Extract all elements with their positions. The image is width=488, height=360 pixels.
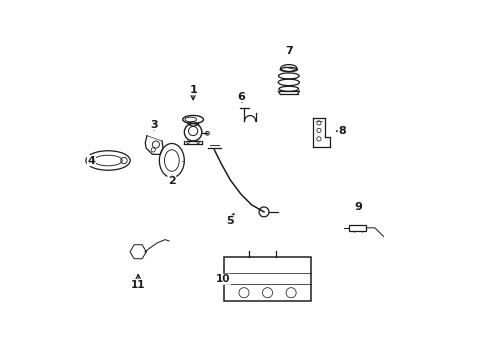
Text: 8: 8 (337, 126, 345, 136)
Text: 4: 4 (87, 156, 95, 166)
Text: 2: 2 (167, 176, 175, 186)
Bar (349, 225, 366, 231)
Text: 3: 3 (150, 120, 158, 130)
Bar (224, 257, 311, 301)
Text: 6: 6 (237, 92, 244, 102)
Text: 1: 1 (189, 85, 197, 95)
Text: 11: 11 (131, 280, 145, 289)
Text: 10: 10 (216, 274, 230, 284)
Text: 9: 9 (353, 202, 361, 212)
Text: 5: 5 (226, 216, 234, 226)
Text: 7: 7 (285, 46, 292, 56)
